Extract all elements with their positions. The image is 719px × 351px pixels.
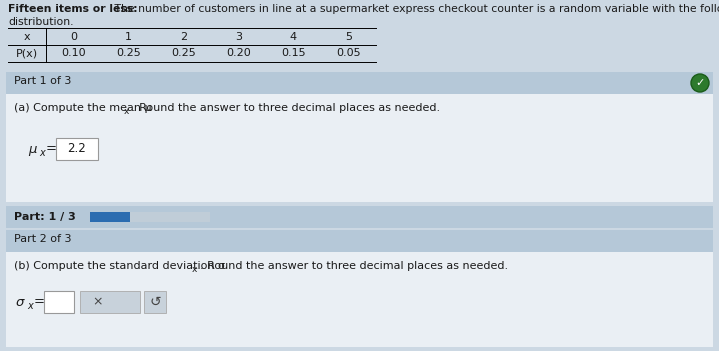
Text: =: = [46,143,57,155]
Text: x: x [27,301,33,311]
Text: ×: × [93,296,104,309]
Bar [90,212,210,222]
Bar [6,252,713,347]
Text: . Round the answer to three decimal places as needed.: . Round the answer to three decimal plac… [200,261,508,271]
Text: Part: 1 / 3: Part: 1 / 3 [14,212,75,222]
Text: x: x [192,265,198,273]
Text: μ: μ [28,143,37,155]
Text: 5: 5 [345,32,352,41]
Text: σ: σ [16,296,24,309]
Text: 0.25: 0.25 [171,48,196,59]
Text: 0.25: 0.25 [116,48,141,59]
Text: The number of customers in line at a supermarket express checkout counter is a r: The number of customers in line at a sup… [111,4,719,14]
Text: ✓: ✓ [695,78,705,88]
Text: . Round the answer to three decimal places as needed.: . Round the answer to three decimal plac… [132,103,440,113]
Text: ↺: ↺ [149,295,161,309]
Text: x: x [124,106,129,115]
Text: 0.20: 0.20 [226,48,251,59]
Bar [6,94,713,202]
Text: 3: 3 [235,32,242,41]
Circle shape [691,74,709,92]
Bar [56,138,98,160]
Text: (b) Compute the standard deviation σ: (b) Compute the standard deviation σ [14,261,225,271]
Text: Part 2 of 3: Part 2 of 3 [14,234,71,244]
Text: =: = [34,296,45,309]
Bar [6,230,713,252]
Text: x: x [24,32,30,41]
Bar [90,212,130,222]
Text: 0.10: 0.10 [61,48,86,59]
Text: 2.2: 2.2 [68,143,86,155]
Bar [144,291,166,313]
Text: 0: 0 [70,32,77,41]
Text: 1: 1 [125,32,132,41]
Bar [6,206,713,228]
Text: (a) Compute the mean μ: (a) Compute the mean μ [14,103,152,113]
Text: x: x [39,148,45,158]
Bar [44,291,74,313]
Text: distribution.: distribution. [8,17,73,27]
Text: 2: 2 [180,32,187,41]
Bar [80,291,140,313]
Text: 0.05: 0.05 [336,48,361,59]
Bar [6,72,713,94]
Text: P(x): P(x) [16,48,38,59]
Text: 0.15: 0.15 [281,48,306,59]
Text: Part 1 of 3: Part 1 of 3 [14,76,71,86]
Text: Fifteen items or less:: Fifteen items or less: [8,4,137,14]
Text: 4: 4 [290,32,297,41]
